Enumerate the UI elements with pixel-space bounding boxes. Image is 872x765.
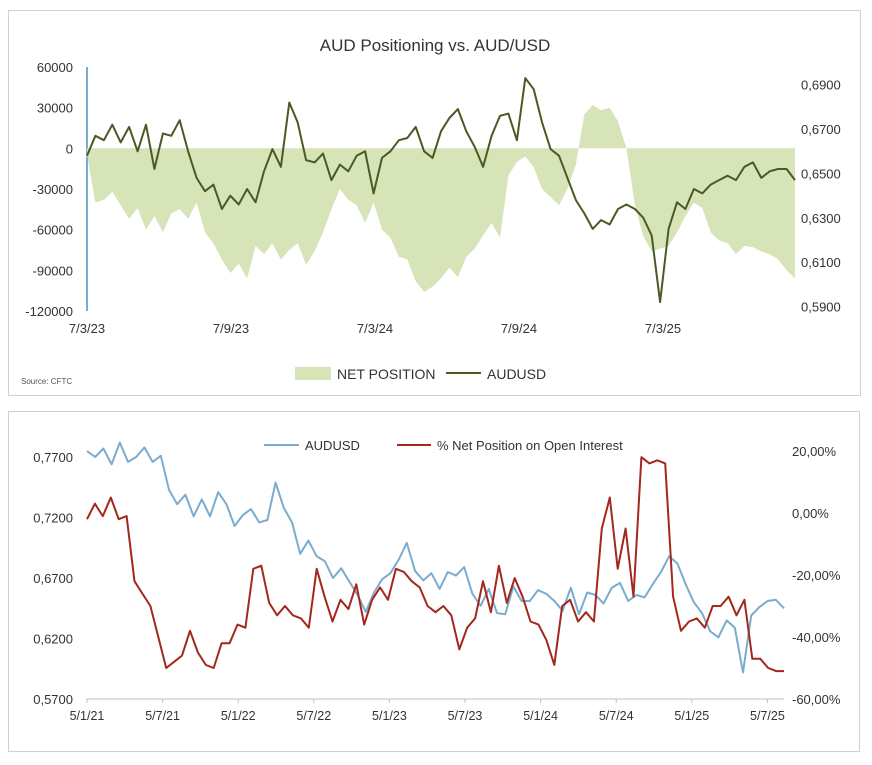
net-position-area (87, 105, 795, 292)
chart2-line-layer (86, 441, 785, 674)
left-tick-label: -30000 (33, 182, 73, 197)
right-tick-label: 0,6500 (801, 166, 841, 181)
audusd-line (86, 77, 796, 304)
right-tick-label: 0,5900 (801, 300, 841, 315)
left-tick-label: 0,6200 (33, 632, 73, 647)
chart-title: AUD Positioning vs. AUD/USD (320, 36, 551, 55)
aud-positioning-chart-svg: AUD Positioning vs. AUD/USD 60000 30000 0 -… (21, 36, 841, 386)
right-tick-label: 20,00% (792, 444, 837, 459)
audusd-line-2 (86, 441, 785, 674)
x-tick-label: 5/7/21 (145, 709, 180, 723)
right-tick-label: -20,00% (792, 568, 841, 583)
x-tick-label: 5/1/25 (674, 709, 709, 723)
x-tick-label: 7/3/23 (69, 321, 105, 336)
left-tick-label: 0,7200 (33, 511, 73, 526)
left-tick-label: -90000 (33, 263, 73, 278)
x-tick-label: 7/3/25 (645, 321, 681, 336)
audusd-line-layer (86, 77, 796, 304)
legend-label-net-position: NET POSITION (337, 366, 436, 382)
chart2-axes (86, 698, 784, 703)
x-tick-label: 5/7/22 (296, 709, 331, 723)
chart-panel-aud-positioning: AUD Positioning vs. AUD/USD 60000 30000 0 -… (8, 10, 861, 396)
x-tick-label: 5/1/21 (70, 709, 105, 723)
x-tick-label: 7/3/24 (357, 321, 393, 336)
x-tick-label: 5/7/25 (750, 709, 785, 723)
net-position-area-layer (87, 105, 795, 292)
x-tick-label: 5/7/24 (599, 709, 634, 723)
chart-panel-net-position-oi: AUDUSD % Net Position on Open Interest 0… (8, 411, 860, 752)
left-tick-label: 30000 (37, 101, 73, 116)
right-tick-label: 0,6100 (801, 255, 841, 270)
net-position-oi-line (86, 456, 784, 673)
source-note: Source: CFTC (21, 377, 72, 386)
legend-label-net-oi: % Net Position on Open Interest (437, 438, 623, 453)
left-tick-label: 0,7700 (33, 450, 73, 465)
net-position-oi-chart-svg: AUDUSD % Net Position on Open Interest 0… (33, 438, 841, 723)
right-tick-label: 0,6700 (801, 122, 841, 137)
right-tick-label: -60,00% (792, 692, 841, 707)
left-tick-label: -120000 (25, 304, 73, 319)
right-tick-label: 0,6900 (801, 78, 841, 93)
left-tick-label: 0,6700 (33, 571, 73, 586)
right-tick-label: 0,00% (792, 506, 829, 521)
left-tick-label: 0 (66, 141, 73, 156)
x-tick-label: 5/1/22 (221, 709, 256, 723)
chart2-tick-labels: 0,7700 0,7200 0,6700 0,6200 0,5700 20,00% 0,00… (33, 444, 841, 723)
chart1-legend: NET POSITION AUDUSD (295, 366, 546, 382)
left-tick-label: 0,5700 (33, 692, 73, 707)
x-tick-label: 5/1/24 (523, 709, 558, 723)
x-tick-label: 5/1/23 (372, 709, 407, 723)
legend-swatch-net-position (295, 367, 331, 380)
left-tick-label: -60000 (33, 223, 73, 238)
chart2-legend: AUDUSD % Net Position on Open Interest (264, 438, 623, 453)
x-tick-label: 7/9/23 (213, 321, 249, 336)
left-tick-label: 60000 (37, 60, 73, 75)
legend-label-audusd-2: AUDUSD (305, 438, 360, 453)
x-tick-label: 5/7/23 (448, 709, 483, 723)
right-tick-label: 0,6300 (801, 211, 841, 226)
chart1-tick-labels: 60000 30000 0 -30000 -60000 -90000 -120000 0,69… (25, 60, 840, 336)
legend-label-audusd: AUDUSD (487, 366, 546, 382)
right-tick-label: -40,00% (792, 630, 841, 645)
x-tick-label: 7/9/24 (501, 321, 537, 336)
